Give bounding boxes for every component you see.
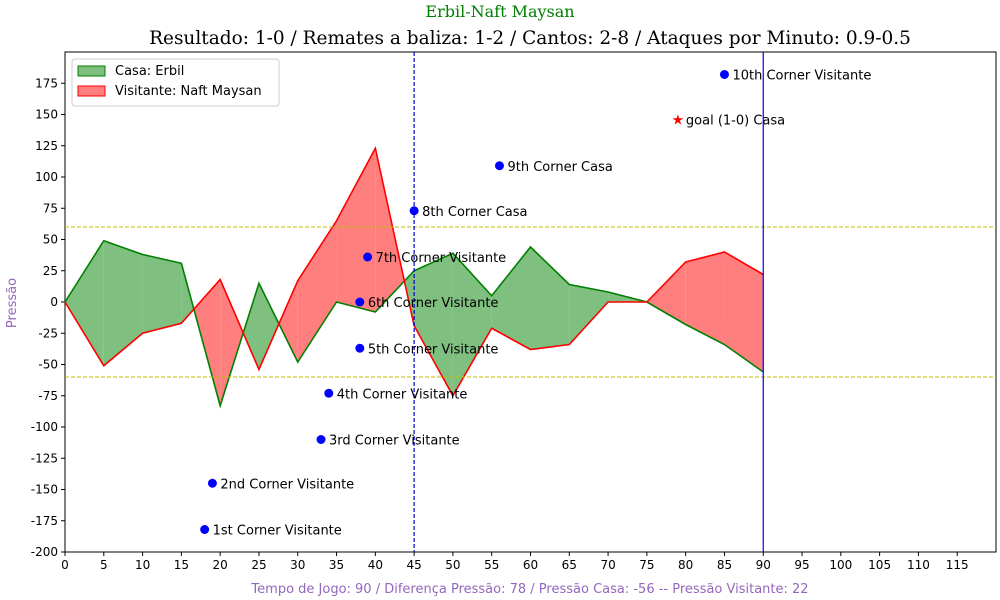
pressure-fill-segment <box>336 148 376 312</box>
y-tick-label: -25 <box>38 326 58 340</box>
x-tick-label: 110 <box>907 558 930 572</box>
x-tick-label: 60 <box>523 558 538 572</box>
x-tick-label: 105 <box>868 558 891 572</box>
x-tick-label: 95 <box>794 558 809 572</box>
y-tick-label: -200 <box>31 545 58 559</box>
x-tick-label: 85 <box>717 558 732 572</box>
x-tick-label: 55 <box>484 558 499 572</box>
y-tick-label: -175 <box>31 514 58 528</box>
event-label: 7th Corner Visitante <box>376 251 507 266</box>
corner-event-point <box>355 343 365 353</box>
event-label: 4th Corner Visitante <box>337 387 468 402</box>
pressure-fill-segment <box>142 254 182 334</box>
pressure-fill-segment <box>193 279 221 406</box>
y-tick-label: 50 <box>43 233 58 247</box>
pressure-fill-segment <box>258 283 279 370</box>
x-tick-label: 10 <box>135 558 150 572</box>
pressure-fill-segment <box>646 262 686 325</box>
y-tick-label: -100 <box>31 420 58 434</box>
x-tick-label: 90 <box>756 558 771 572</box>
y-tick-label: 125 <box>35 139 58 153</box>
x-tick-label: 30 <box>290 558 305 572</box>
y-tick-label: 25 <box>43 264 58 278</box>
x-tick-label: 20 <box>213 558 228 572</box>
event-label: 9th Corner Casa <box>507 160 612 175</box>
pressure-fill-segment <box>103 240 143 366</box>
x-tick-label: 5 <box>100 558 108 572</box>
corner-event-point <box>207 478 217 488</box>
goal-star-icon: ★ <box>672 113 685 129</box>
x-tick-label: 80 <box>678 558 693 572</box>
pressure-fill-segment <box>278 280 298 362</box>
y-tick-label: 0 <box>50 295 58 309</box>
pressure-fill-segment <box>297 220 337 362</box>
x-tick-label: 25 <box>251 558 266 572</box>
event-label: goal (1-0) Casa <box>686 114 785 129</box>
x-tick-label: 115 <box>946 558 969 572</box>
legend-swatch-away <box>77 85 106 97</box>
y-tick-label: -150 <box>31 483 58 497</box>
corner-event-point <box>494 161 504 171</box>
x-axis-label: Tempo de Jogo: 90 / Diferença Pressão: 7… <box>250 582 808 597</box>
y-tick-label: 150 <box>35 108 58 122</box>
pressure-fill-segment <box>685 252 725 345</box>
x-tick-label: 65 <box>562 558 577 572</box>
legend-box <box>71 58 280 107</box>
y-tick-label: 75 <box>43 201 58 215</box>
event-label: 3rd Corner Visitante <box>329 434 460 449</box>
y-axis-label: Pressão <box>5 278 20 328</box>
y-tick-label: -50 <box>38 358 58 372</box>
pressure-fill-segment <box>491 247 531 350</box>
x-tick-label: 100 <box>829 558 852 572</box>
corner-event-point <box>355 297 365 307</box>
legend-label-away: Visitante: Naft Maysan <box>115 84 262 99</box>
event-label: 6th Corner Visitante <box>368 296 499 311</box>
pressure-fill-segment <box>569 284 609 345</box>
corner-event-point <box>409 206 419 216</box>
pressure-fill-segment <box>530 247 570 350</box>
pressure-fill-segment <box>220 279 244 406</box>
x-tick-label: 45 <box>406 558 421 572</box>
chart-suptitle: Erbil-Naft Maysan <box>425 2 574 21</box>
x-tick-label: 40 <box>368 558 383 572</box>
x-tick-label: 70 <box>600 558 615 572</box>
x-tick-label: 35 <box>329 558 344 572</box>
x-tick-label: 50 <box>445 558 460 572</box>
pressure-fill-segment <box>181 263 194 324</box>
corner-event-point <box>324 388 334 398</box>
event-label: 10th Corner Visitante <box>732 69 871 84</box>
event-label: 2nd Corner Visitante <box>220 477 354 492</box>
corner-event-point <box>363 252 373 262</box>
x-tick-label: 15 <box>174 558 189 572</box>
pressure-fill-segment <box>452 253 492 396</box>
corner-event-point <box>200 525 210 534</box>
event-label: 1st Corner Visitante <box>213 524 342 539</box>
y-tick-label: 100 <box>35 170 58 184</box>
legend: Casa: Erbil Visitante: Naft Maysan <box>71 58 280 107</box>
chart-title: Resultado: 1-0 / Remates a baliza: 1-2 /… <box>149 28 911 49</box>
plot-area: 1st Corner Visitante 2nd Corner Visitante… <box>31 51 997 572</box>
pressure-fill-segment <box>724 252 764 372</box>
pressure-fill-segment <box>375 148 405 312</box>
y-tick-label: 175 <box>35 76 58 90</box>
corner-event-point <box>316 435 326 444</box>
event-label: 5th Corner Visitante <box>368 342 499 357</box>
pressure-fill-segment <box>243 283 259 370</box>
corner-event-point <box>719 70 729 79</box>
pressure-fill-segment <box>65 240 104 366</box>
legend-label-home: Casa: Erbil <box>115 64 184 79</box>
x-tick-label: 75 <box>639 558 654 572</box>
x-tick-label: 0 <box>61 558 69 572</box>
y-tick-label: -75 <box>38 389 58 403</box>
y-tick-label: -125 <box>31 451 58 465</box>
pressure-fill-segment <box>414 253 453 396</box>
event-label: 8th Corner Casa <box>422 205 527 220</box>
legend-swatch-home <box>77 65 106 77</box>
